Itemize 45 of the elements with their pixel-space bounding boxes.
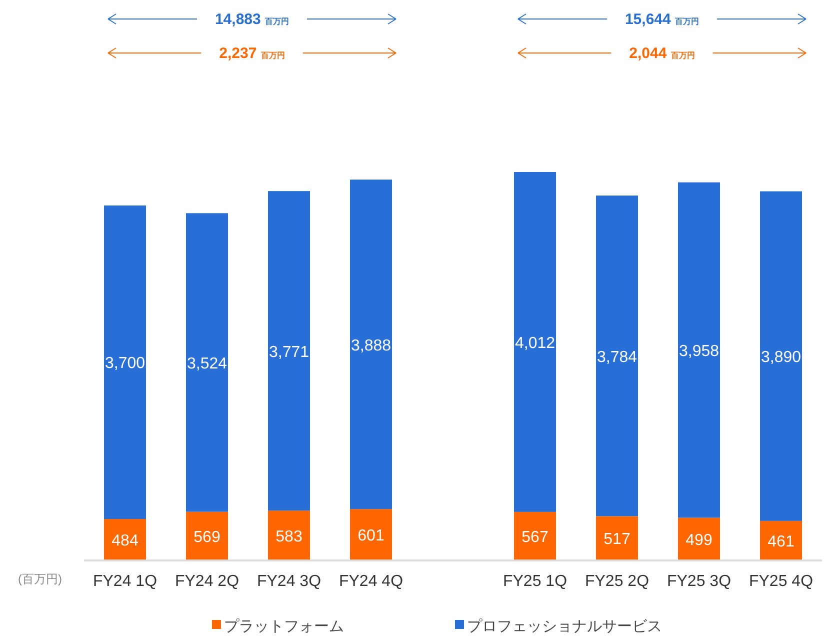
bar <box>514 512 556 560</box>
bar <box>186 512 228 560</box>
data-label: 461 <box>768 533 794 550</box>
data-label: 484 <box>112 532 138 550</box>
data-label: 3,524 <box>186 355 228 372</box>
data-label: 4,012 <box>514 334 556 352</box>
x-tick-label: FY24 1Q <box>92 573 158 590</box>
data-label: 3,888 <box>350 337 392 354</box>
data-label: 569 <box>194 528 220 546</box>
x-tick-label: FY25 1Q <box>502 573 568 590</box>
bar <box>268 510 310 560</box>
bar <box>514 172 556 512</box>
data-label: 583 <box>276 528 302 546</box>
x-tick-label: FY24 3Q <box>256 573 322 590</box>
bar <box>678 182 720 518</box>
data-label: 499 <box>686 532 712 549</box>
bar <box>596 516 638 560</box>
data-label: 3,700 <box>104 355 146 372</box>
bar <box>596 196 638 516</box>
bar <box>104 518 146 560</box>
bar <box>350 509 392 560</box>
data-label: 601 <box>358 528 384 545</box>
data-label: 3,958 <box>678 343 720 360</box>
text: 2,237 百万円 <box>219 45 285 62</box>
y-axis-title: (百万円) <box>18 572 62 586</box>
bar <box>760 520 802 560</box>
bar <box>760 191 802 521</box>
data-label: 3,771 <box>268 344 310 361</box>
bar <box>186 213 228 512</box>
text: 15,644 百万円 <box>624 11 700 28</box>
bar <box>104 205 146 519</box>
bar <box>678 518 720 560</box>
text: 14,883 百万円 <box>214 11 290 28</box>
data-label: 3,784 <box>596 348 638 366</box>
x-tick-label: FY25 2Q <box>584 573 650 590</box>
data-label: 567 <box>522 528 548 546</box>
x-tick-label: FY25 4Q <box>748 573 814 590</box>
bar <box>268 191 310 511</box>
text: 2,044 百万円 <box>629 45 695 62</box>
bar <box>350 180 392 510</box>
x-tick-label: FY24 2Q <box>174 573 240 590</box>
data-label: 517 <box>604 531 630 548</box>
x-tick-label: FY24 4Q <box>338 573 404 590</box>
data-label: 3,890 <box>760 349 802 366</box>
x-tick-label: FY25 3Q <box>666 573 732 590</box>
